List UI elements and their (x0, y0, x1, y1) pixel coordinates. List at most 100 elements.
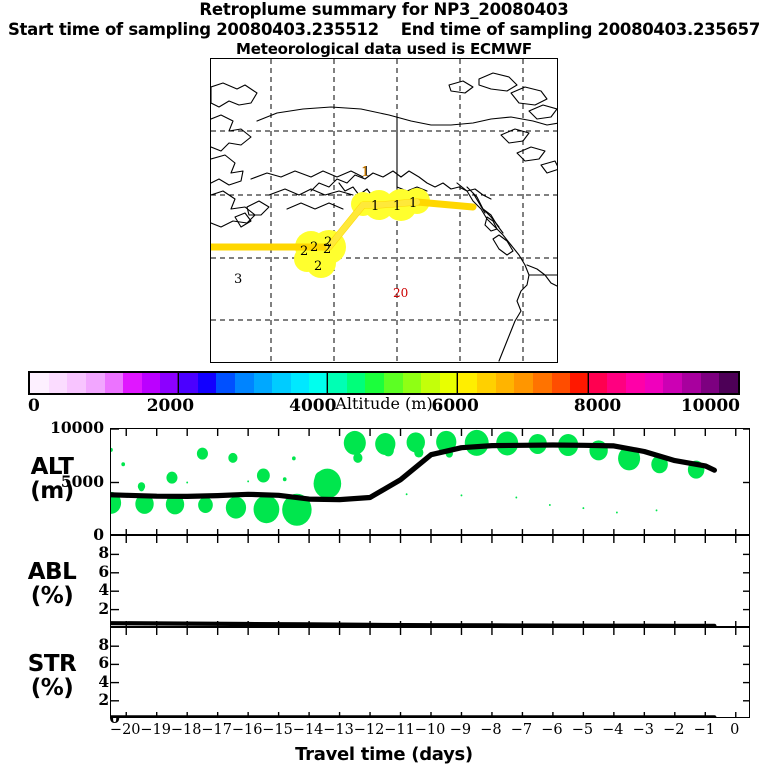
sampling-time-line: Start time of sampling 20080403.235512 En… (0, 20, 768, 40)
timeseries-panels (110, 428, 750, 718)
colorbar-swatch (514, 373, 533, 393)
x-tick-label: −13 (323, 722, 354, 738)
y-tick-label: 5000 (60, 471, 104, 491)
alt-bubble (615, 511, 618, 514)
svg-text:1: 1 (393, 199, 401, 214)
end-time-label: End time of sampling 20080403.235657 (400, 20, 761, 39)
colorbar-swatch (495, 373, 515, 393)
alt-bubble (138, 485, 145, 492)
colorbar-swatch (253, 373, 273, 393)
alt-bubble (338, 480, 341, 483)
map-day-labels: 1 1 1 1 2 2 2 2 2 3 (234, 165, 417, 287)
x-tick-label: −19 (140, 722, 172, 738)
alt-bubble (135, 493, 154, 514)
alt-bubble (111, 447, 113, 452)
alt-bubble (186, 481, 189, 484)
abl-plot (111, 536, 749, 626)
map-canvas: 1 1 1 1 2 2 2 2 2 3 1 20 (211, 59, 557, 362)
alt-bubble (618, 446, 641, 471)
alt-bubble (166, 471, 178, 484)
row-label-alt-line2: (m) (30, 478, 74, 504)
svg-text:2: 2 (300, 244, 308, 259)
map-annotation-20: 20 (393, 286, 408, 300)
colorbar-swatch (141, 373, 161, 393)
colorbar-swatch (383, 373, 403, 393)
alt-bubble (282, 477, 287, 482)
x-tick-label: −5 (571, 722, 594, 738)
colorbar-swatch (160, 373, 179, 393)
start-time-label: Start time of sampling 20080403.235512 (7, 20, 379, 39)
x-tick-label: −16 (231, 722, 263, 738)
alt-bubble (582, 507, 585, 510)
colorbar-strip (28, 371, 740, 395)
x-tick-label: −11 (384, 722, 415, 738)
alt-bubble (282, 493, 312, 526)
svg-text:1: 1 (362, 165, 370, 180)
alt-bubble (548, 503, 551, 506)
trajectory-map[interactable]: 1 1 1 1 2 2 2 2 2 3 1 20 (210, 58, 558, 363)
alt-bubble (405, 493, 408, 496)
alt-bubble (382, 444, 394, 457)
colorbar-swatch (551, 373, 571, 393)
colorbar-swatch (290, 373, 310, 393)
x-tick-label: −2 (663, 722, 685, 738)
svg-text:2: 2 (324, 235, 332, 250)
y-tick-label: 10000 (50, 418, 104, 438)
svg-text:2: 2 (314, 259, 322, 274)
svg-text:2: 2 (310, 240, 318, 255)
x-tick-label: −3 (632, 722, 655, 738)
colorbar-swatch (439, 373, 459, 393)
met-data-label: Meteorological data used is ECMWF (236, 40, 532, 58)
x-tick-label: −6 (541, 722, 563, 738)
x-tick-label: −1 (693, 722, 715, 738)
row-label-abl-line1: ABL (27, 559, 77, 585)
panel-abl[interactable] (110, 535, 750, 627)
colorbar-swatch (532, 373, 552, 393)
colorbar-tick-label: 0 (28, 396, 40, 416)
panel-str[interactable] (110, 627, 750, 718)
row-label-alt-line1: ALT (30, 454, 74, 480)
alt-bubble (436, 430, 457, 453)
colorbar-swatch (123, 373, 142, 393)
svg-text:1: 1 (361, 165, 369, 180)
colorbar-swatch (626, 373, 645, 393)
colorbar-swatch (216, 373, 235, 393)
colorbar-tick-label: 8000 (573, 396, 622, 416)
panel-alt[interactable] (110, 428, 750, 535)
row-label-abl-line2: (%) (30, 583, 74, 609)
alt-bubble (353, 452, 363, 463)
x-tick-label: −8 (480, 722, 502, 738)
alt-bubble (121, 462, 126, 467)
colorbar-swatch (607, 373, 626, 393)
colorbar-swatch (402, 373, 422, 393)
alt-bubble (196, 447, 208, 460)
svg-text:2: 2 (323, 242, 331, 257)
colorbar-tick-labels: 0 2000 4000 6000 8000 10000 (28, 396, 740, 416)
colorbar-swatch (85, 373, 105, 393)
alt-plot (111, 429, 749, 534)
colorbar-swatch (681, 373, 701, 393)
colorbar-swatch (328, 373, 347, 393)
colorbar-tick-label: 2000 (146, 396, 195, 416)
colorbar-swatch (458, 373, 477, 393)
y-axis-labels-alt: 0 5000 10000 (44, 418, 104, 544)
row-label-str: STR (%) (6, 652, 98, 700)
colorbar-swatch (421, 373, 440, 393)
alt-bubble (225, 496, 247, 519)
page-title: Retroplume summary for NP3_20080403 (199, 0, 569, 19)
colorbar-swatch (570, 373, 589, 393)
colorbar-swatch (104, 373, 124, 393)
row-label-abl: ABL (%) (6, 560, 98, 608)
alt-bubble (406, 432, 425, 453)
x-tick-label: 0 (730, 722, 740, 738)
x-tick-label: −7 (510, 722, 533, 738)
alt-bubble (292, 456, 296, 461)
colorbar-tick-label: 10000 (680, 396, 740, 416)
row-label-alt: ALT (m) (6, 455, 98, 503)
alt-bubble (515, 496, 518, 499)
altitude-colorbar[interactable]: 0 2000 4000 6000 8000 10000 (28, 371, 740, 416)
svg-text:3: 3 (234, 272, 242, 287)
title-block: Retroplume summary for NP3_20080403 Star… (0, 0, 768, 59)
x-tick-label: −9 (449, 722, 472, 738)
